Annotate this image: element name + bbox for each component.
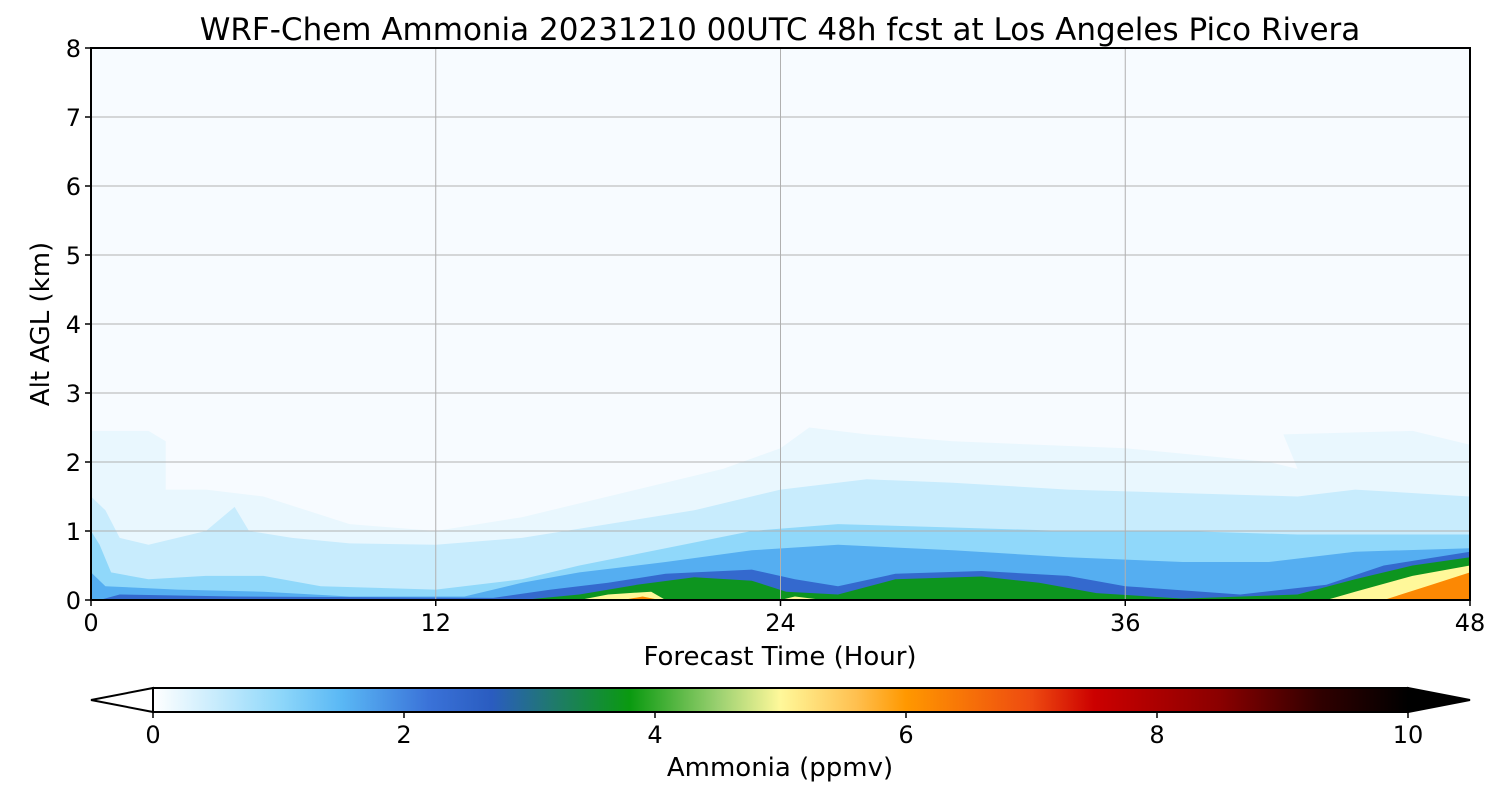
y-tick-label: 5 <box>66 242 81 270</box>
y-tick-label: 3 <box>66 380 81 408</box>
colorbar-frame <box>152 687 1409 713</box>
x-tick-label: 24 <box>765 609 796 637</box>
colorbar-extend-high <box>1407 686 1471 714</box>
y-tick-label: 2 <box>66 449 81 477</box>
colorbar-extend-low <box>90 686 154 714</box>
y-tick-label: 0 <box>66 587 81 615</box>
y-tick-label: 7 <box>66 104 81 132</box>
x-tick-label: 48 <box>1455 609 1486 637</box>
x-axis: 0 12 24 36 48 <box>83 600 1485 637</box>
contour-band-6 <box>579 565 1470 600</box>
x-tick-label: 0 <box>83 609 98 637</box>
x-tick-label: 12 <box>420 609 451 637</box>
colorbar-body <box>153 688 1408 712</box>
contour-band-5 <box>521 557 1470 600</box>
contour-band-4 <box>99 551 1470 600</box>
y-tick-label: 8 <box>66 35 81 63</box>
plot-area <box>90 47 1471 601</box>
colorbar-tick-label: 8 <box>1149 721 1164 749</box>
colorbar-label: Ammonia (ppmv) <box>667 753 893 783</box>
colorbar-tick-label: 2 <box>396 721 411 749</box>
y-tick-label: 6 <box>66 173 81 201</box>
colorbar-tick-label: 10 <box>1393 721 1424 749</box>
y-tick-label: 4 <box>66 311 81 339</box>
x-tick-label: 36 <box>1110 609 1141 637</box>
chart-title: WRF-Chem Ammonia 20231210 00UTC 48h fcst… <box>200 12 1361 48</box>
colorbar-tick-label: 0 <box>145 721 160 749</box>
y-axis: 0 1 2 3 4 5 6 7 8 <box>66 35 91 615</box>
y-axis-label: Alt AGL (km) <box>26 242 56 406</box>
colorbar: 0 2 4 6 8 10 Ammonia (ppmv) <box>90 686 1471 783</box>
y-tick-label: 1 <box>66 518 81 546</box>
colorbar-ticks: 0 2 4 6 8 10 <box>145 712 1423 749</box>
colorbar-tick-label: 6 <box>898 721 913 749</box>
colorbar-tick-label: 4 <box>647 721 662 749</box>
x-axis-label: Forecast Time (Hour) <box>643 642 916 672</box>
